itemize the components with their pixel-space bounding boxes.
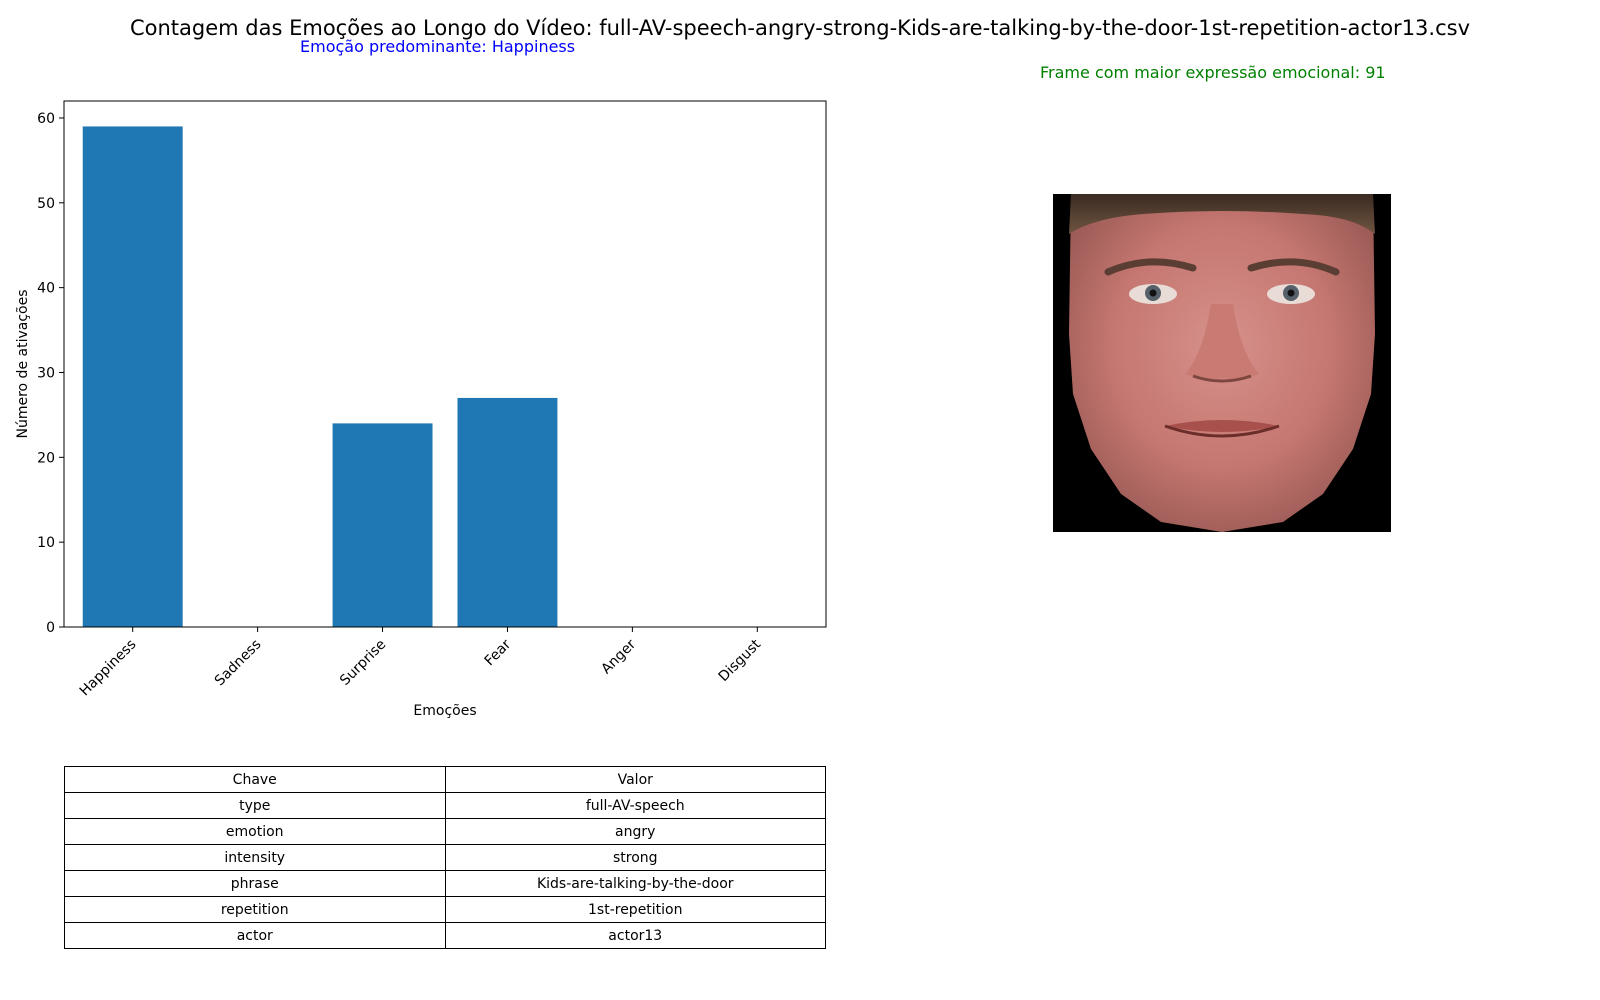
table-row: emotion angry [64,818,826,845]
table-header-row: Chave Valor [64,766,826,793]
table-cell-value: strong [444,844,826,871]
y-axis-label: Número de ativações [15,289,31,438]
x-tick-label: Surprise [337,637,389,689]
predominant-emotion-label: Emoção predominante: Happiness [300,37,576,56]
face-photo [1053,194,1391,532]
table-cell-key: repetition [64,896,446,923]
y-tick-label: 30 [37,365,55,381]
table-cell-key: actor [64,922,446,949]
y-tick-label: 10 [37,535,55,551]
bar-happiness [82,126,183,628]
table-header-key: Chave [64,766,446,793]
bar-fear [457,397,558,627]
table-row: type full-AV-speech [64,792,826,819]
table-row: phrase Kids-are-talking-by-the-door [64,870,826,897]
x-tick-label: Sadness [212,637,265,690]
plot-frame [63,100,827,628]
y-tick-label: 0 [46,620,55,636]
metadata-table: Chave Valor type full-AV-speech emotion … [64,766,826,949]
x-tick-label: Anger [598,636,639,677]
table-cell-value: actor13 [444,922,826,949]
x-tick-label: Fear [482,636,515,669]
table-cell-key: intensity [64,844,446,871]
table-cell-value: 1st-repetition [444,896,826,923]
x-tick-label: Happiness [77,637,140,700]
bar-surprise [332,423,433,627]
table-cell-key: emotion [64,818,446,845]
emotion-bar-chart: 0 10 20 30 40 50 60 Happiness Sadness Surprise Fea… [15,100,827,719]
table-cell-key: phrase [64,870,446,897]
y-tick-label: 50 [37,196,55,212]
table-cell-value: full-AV-speech [444,792,826,819]
x-tick-label: Disgust [716,636,765,685]
x-axis-label: Emoções [413,703,476,719]
table-cell-value: Kids-are-talking-by-the-door [444,870,826,897]
table-row: actor actor13 [64,922,826,949]
table-cell-key: type [64,792,446,819]
table-row: repetition 1st-repetition [64,896,826,923]
page-title: Contagem das Emoções ao Longo do Vídeo: … [129,16,1471,40]
y-tick-label: 60 [37,111,55,127]
face-image [1053,194,1391,532]
table-header-value: Valor [444,766,826,793]
max-frame-label: Frame com maior expressão emocional: 91 [1040,63,1386,82]
table-row: intensity strong [64,844,826,871]
table-cell-value: angry [444,818,826,845]
y-tick-label: 40 [37,281,55,297]
y-tick-label: 20 [37,450,55,466]
